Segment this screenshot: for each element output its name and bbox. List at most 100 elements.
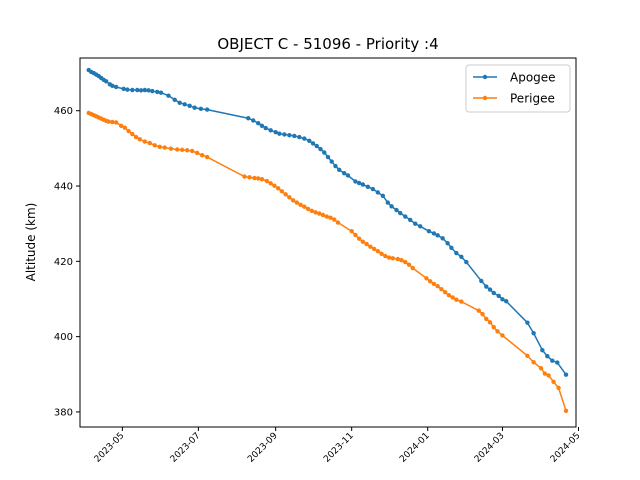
data-point-apogee-37 [282,132,287,137]
data-point-perigee-26 [189,148,195,154]
y-tick-label: 460 [54,106,73,117]
data-point-perigee-19 [152,143,157,148]
data-point-apogee-25 [187,103,192,109]
data-point-perigee-33 [256,176,261,181]
data-point-apogee-71 [440,236,445,241]
data-point-perigee-62 [375,248,381,254]
data-point-apogee-47 [325,154,331,160]
data-point-apogee-17 [146,88,151,93]
data-point-apogee-64 [403,214,408,219]
x-tick-label: 2023-05 [93,431,127,465]
data-point-apogee-79 [487,287,493,292]
data-point-perigee-18 [147,140,152,146]
data-point-apogee-50 [337,167,342,173]
data-point-apogee-13 [130,87,135,93]
data-point-apogee-11 [121,86,126,92]
y-tick-label: 420 [54,257,73,268]
data-point-apogee-63 [398,210,403,216]
series-layer [86,67,569,414]
data-point-perigee-46 [305,206,311,212]
data-point-perigee-82 [476,308,481,313]
series-perigee [86,110,569,414]
data-point-apogee-39 [292,133,297,139]
data-point-apogee-85 [531,331,536,336]
data-point-apogee-20 [158,90,164,95]
data-point-perigee-35 [264,178,270,184]
data-point-perigee-58 [360,239,366,244]
data-point-apogee-62 [394,207,399,213]
data-point-apogee-82 [500,297,505,302]
data-point-perigee-25 [184,148,190,153]
data-point-perigee-14 [130,131,135,137]
data-point-perigee-91 [538,366,544,371]
data-point-perigee-63 [379,251,384,256]
data-point-apogee-16 [142,87,147,93]
data-point-apogee-14 [135,87,140,93]
data-point-apogee-34 [268,128,273,133]
data-point-perigee-92 [542,371,548,376]
data-point-perigee-15 [133,134,139,140]
data-point-apogee-10 [113,84,119,90]
data-point-perigee-68 [399,258,404,263]
x-tick-label: 2023-09 [246,431,280,465]
data-point-apogee-68 [426,229,432,234]
data-point-apogee-52 [345,173,351,178]
data-point-perigee-79 [450,295,455,300]
data-point-apogee-49 [333,163,338,169]
data-point-perigee-56 [353,232,358,238]
data-point-perigee-83 [480,311,485,317]
legend-swatch-marker [482,95,488,101]
data-point-apogee-78 [484,284,489,289]
data-point-apogee-72 [445,241,450,246]
data-point-perigee-55 [349,229,354,234]
data-point-apogee-57 [370,186,376,192]
x-tick-label: 2023-07 [169,431,203,465]
data-point-perigee-65 [386,255,392,260]
data-point-perigee-90 [531,360,536,365]
data-point-apogee-9 [110,83,115,89]
y-tick-label: 380 [54,407,73,418]
data-point-perigee-45 [302,204,307,209]
data-point-perigee-75 [435,283,440,289]
data-point-perigee-96 [563,408,569,414]
data-point-apogee-36 [277,131,282,136]
data-point-apogee-89 [555,360,560,365]
data-point-perigee-76 [439,286,444,292]
data-point-apogee-22 [172,97,177,102]
data-point-perigee-50 [320,212,326,218]
legend: Apogee Perigee [465,64,571,113]
data-point-perigee-27 [194,150,200,156]
data-point-apogee-67 [418,224,423,229]
data-point-apogee-43 [310,141,316,146]
data-point-perigee-44 [298,202,303,208]
data-point-apogee-54 [356,180,362,186]
data-point-apogee-84 [525,320,530,325]
data-point-apogee-27 [198,106,204,112]
data-point-perigee-29 [204,154,210,160]
data-point-perigee-32 [252,175,257,181]
x-tick-label: 2023-11 [322,431,356,465]
data-point-perigee-74 [431,281,437,287]
data-point-perigee-41 [287,195,292,200]
data-point-apogee-33 [263,125,268,131]
data-point-perigee-20 [157,144,162,150]
legend-entry-perigee: Perigee [510,92,555,106]
data-point-perigee-22 [168,146,174,151]
data-point-perigee-59 [364,241,369,247]
data-point-perigee-94 [551,379,556,385]
data-point-apogee-18 [150,88,155,94]
data-point-apogee-74 [454,250,459,256]
data-point-perigee-31 [247,175,252,180]
data-point-apogee-51 [342,171,347,176]
data-point-apogee-7 [103,79,109,84]
data-point-apogee-19 [155,89,160,95]
data-point-perigee-60 [368,244,373,249]
data-point-perigee-43 [294,200,300,205]
data-point-perigee-39 [279,189,285,194]
data-point-apogee-44 [314,143,319,149]
data-point-perigee-16 [137,137,143,142]
legend-swatch-marker [482,74,488,80]
chart-title: OBJECT C - 51096 - Priority :4 [217,35,438,53]
data-point-apogee-87 [545,354,550,359]
data-point-perigee-80 [454,297,459,302]
